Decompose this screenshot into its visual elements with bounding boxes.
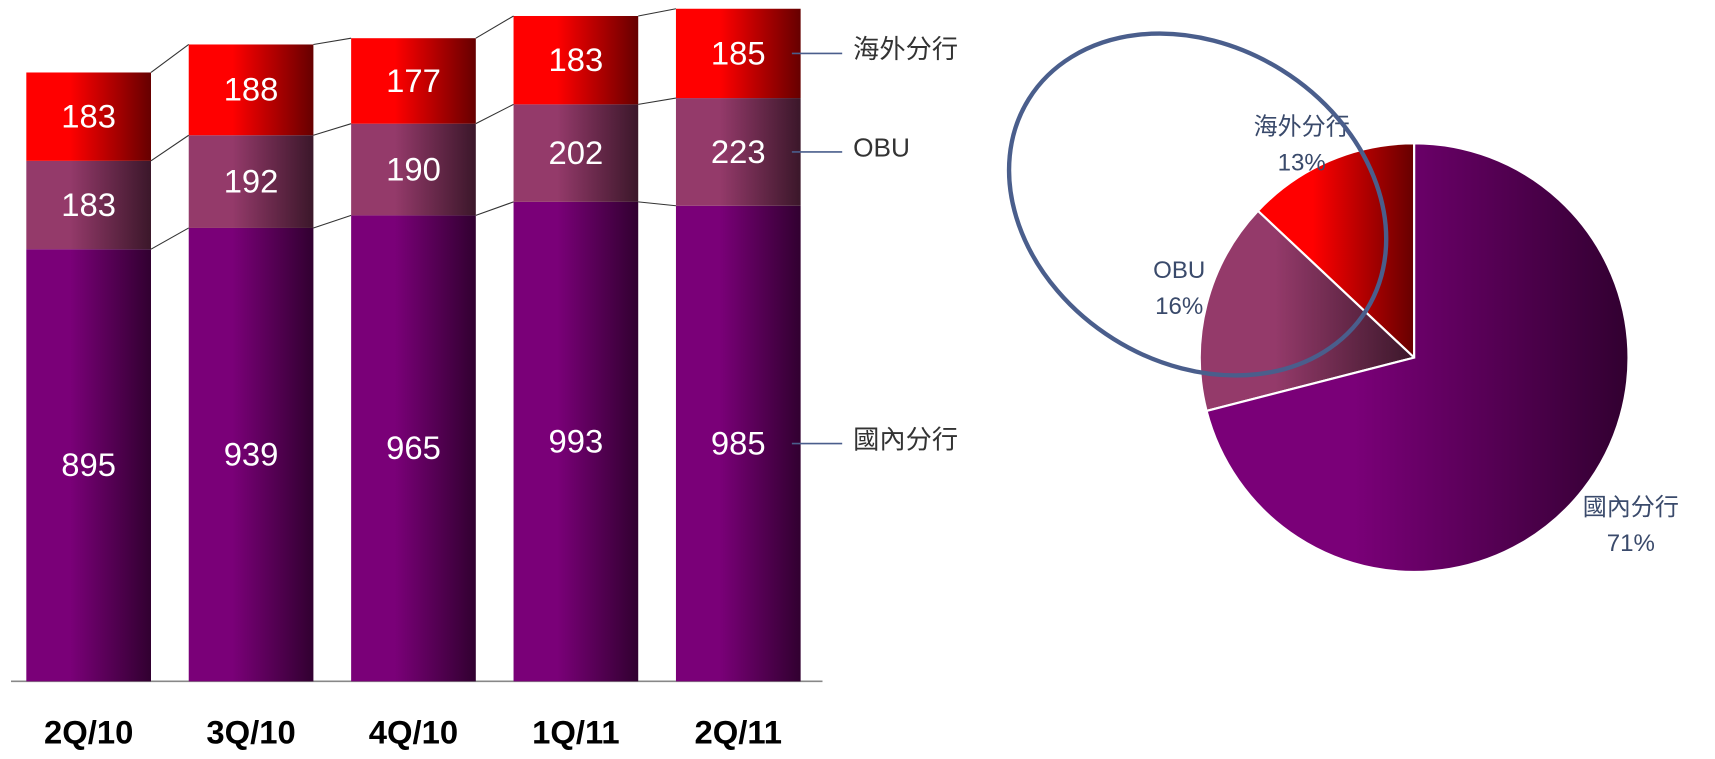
bar-segment <box>188 227 314 682</box>
bar-segment <box>513 15 639 105</box>
value-label: 895 <box>61 446 116 483</box>
connector-line <box>313 37 352 46</box>
connector-line <box>475 15 514 39</box>
slice-value: 71% <box>1607 530 1655 557</box>
bar-segment <box>26 160 151 250</box>
value-label: 192 <box>224 162 279 199</box>
legend-label: 海外分行 <box>853 34 958 64</box>
highlight-ellipse <box>1006 31 1389 378</box>
x-tick-label: 4Q/10 <box>369 714 458 751</box>
slice-name: 海外分行 <box>1254 113 1350 140</box>
connector-line <box>150 134 190 162</box>
slice-value: 13% <box>1278 150 1326 177</box>
bar-chart: 2Q/10 895 183 183 3Q/10 939 192 188 4Q/10 965 190 1… <box>11 8 958 751</box>
value-label: 183 <box>61 186 116 223</box>
x-tick-label: 3Q/10 <box>206 714 295 751</box>
connector-line <box>638 201 677 207</box>
x-tick-label: 2Q/10 <box>44 714 133 751</box>
legend-label: 國內分行 <box>853 424 958 454</box>
slice-name: OBU <box>1153 257 1205 284</box>
connector-line <box>313 214 352 229</box>
pie-slice <box>1205 142 1630 574</box>
value-label: 985 <box>711 424 766 461</box>
value-label: 202 <box>549 134 604 171</box>
bar-segment <box>513 201 639 682</box>
value-label: 223 <box>711 133 766 170</box>
x-tick-label: 2Q/11 <box>695 714 783 751</box>
pie-slice <box>1256 142 1416 361</box>
value-label: 177 <box>386 62 441 99</box>
connector-line <box>150 227 189 250</box>
value-label: 185 <box>711 34 766 71</box>
value-label: 965 <box>386 429 441 466</box>
bar-segment <box>26 249 151 682</box>
legend-label: OBU <box>853 133 910 163</box>
bar-segment <box>675 205 801 682</box>
bar-segment <box>188 44 314 136</box>
pie-chart: 海外分行 13% OBU 16% 國內分行 71% <box>1153 113 1679 574</box>
bar-segment <box>351 38 476 124</box>
value-label: 188 <box>224 71 279 108</box>
connector-line <box>475 201 514 216</box>
x-tick-label: 1Q/11 <box>532 714 620 751</box>
value-label: 183 <box>61 98 116 135</box>
connector-line <box>475 103 514 125</box>
value-label: 939 <box>224 436 279 473</box>
value-label: 183 <box>549 41 604 78</box>
connector-line <box>313 123 352 136</box>
connector-line <box>638 97 677 105</box>
pie-slice <box>1198 209 1417 413</box>
bar-segment <box>26 72 151 161</box>
connector-line <box>638 8 677 17</box>
value-label: 190 <box>386 150 441 187</box>
bar-segment <box>675 8 801 99</box>
slice-value: 16% <box>1155 293 1203 320</box>
value-label: 993 <box>549 422 604 459</box>
bar-segment <box>513 104 639 202</box>
bar-segment <box>675 98 801 206</box>
slice-name: 國內分行 <box>1583 494 1679 521</box>
connector-line <box>150 44 190 73</box>
bar-segment <box>351 215 476 682</box>
bar-segment <box>188 135 314 228</box>
bar-segment <box>351 123 476 216</box>
